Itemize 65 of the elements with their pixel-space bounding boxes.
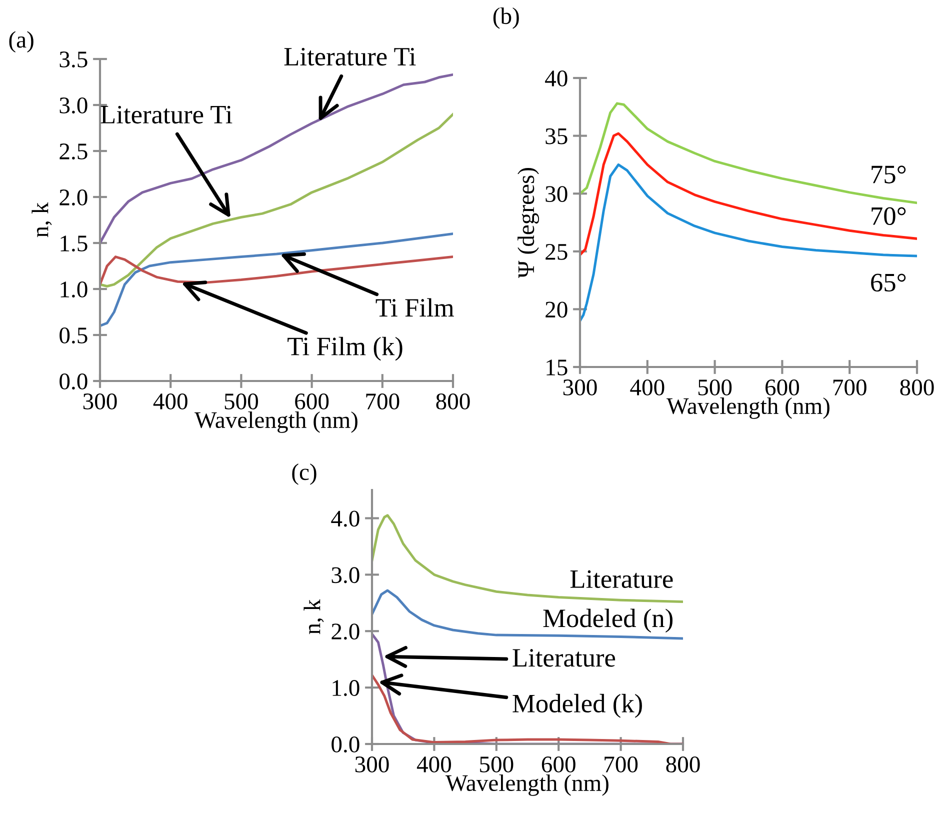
y-tick-label: 20: [546, 302, 568, 318]
annotation: Ti Film: [376, 298, 454, 317]
line-series: [580, 163, 917, 322]
series-label: 65°: [871, 274, 906, 292]
annotation: Literature: [512, 649, 616, 667]
y-tick-label: 0.0: [332, 736, 360, 753]
series-label: 70°: [872, 207, 906, 226]
x-tick-label: 500: [224, 393, 258, 410]
annotation: Literature Ti: [100, 106, 232, 124]
x-tick-label: 400: [630, 379, 664, 396]
y-axis-title: n, k: [32, 202, 52, 238]
x-tick-label: 500: [698, 379, 732, 396]
chart-title: (c): [292, 464, 316, 485]
line-series: [100, 256, 453, 286]
y-axis-title: Ψ (degrees): [518, 168, 540, 278]
chart-title: (b): [493, 7, 519, 29]
series-label: Literature: [570, 570, 673, 588]
annotation: Literature Ti: [284, 48, 416, 66]
series-label: 75°: [872, 166, 906, 184]
x-axis-title: Wavelength (nm): [194, 411, 358, 433]
x-tick-label: 700: [366, 393, 400, 410]
line-series: [100, 232, 453, 328]
y-tick-label: 3.0: [60, 97, 88, 114]
series-label: Modeled (n): [543, 608, 673, 633]
x-tick-label: 800: [436, 393, 470, 410]
x-tick-label: 600: [542, 756, 576, 772]
y-tick-label: 40: [545, 70, 568, 86]
x-tick-label: 300: [83, 393, 117, 410]
y-tick-label: 3.0: [332, 567, 360, 584]
y-tick-label: 15: [546, 360, 568, 376]
y-tick-label: 0.0: [60, 373, 88, 390]
x-tick-label: 700: [833, 379, 866, 396]
x-tick-label: 800: [666, 756, 700, 772]
y-tick-label: 2.5: [60, 144, 88, 160]
x-tick-label: 300: [355, 756, 389, 772]
y-tick-label: 1.0: [60, 281, 88, 298]
x-axis-title: Wavelength (nm): [446, 774, 608, 796]
x-tick-label: 500: [480, 756, 514, 772]
y-tick-label: 1.5: [60, 236, 88, 252]
line-series: [580, 102, 917, 204]
y-tick-label: 2.0: [332, 624, 360, 640]
line-series: [580, 132, 917, 256]
x-tick-label: 400: [416, 756, 452, 772]
x-tick-label: 400: [153, 393, 188, 410]
y-tick-label: 35: [546, 128, 568, 144]
x-tick-label: 600: [295, 393, 329, 410]
chart-title: (a): [9, 31, 34, 53]
line-series: [372, 514, 683, 604]
x-tick-label: 700: [604, 756, 638, 772]
y-tick-label: 3.5: [60, 52, 88, 68]
y-tick-label: 2.0: [60, 189, 88, 206]
y-tick-label: 25: [546, 244, 568, 260]
annotation: Modeled (k): [512, 694, 642, 718]
y-tick-label: 30: [546, 186, 568, 202]
annotation: Ti Film (k): [288, 336, 402, 361]
line-series: [100, 73, 453, 244]
x-tick-label: 800: [900, 379, 934, 396]
y-axis-title: n, k: [304, 599, 324, 634]
x-tick-label: 300: [563, 379, 597, 396]
y-tick-label: 4.0: [331, 510, 360, 527]
y-tick-label: 0.5: [60, 327, 88, 344]
y-tick-label: 1.0: [332, 680, 360, 696]
line-series: [372, 589, 683, 640]
x-tick-label: 600: [766, 379, 800, 396]
x-axis-title: Wavelength (nm): [666, 397, 830, 419]
